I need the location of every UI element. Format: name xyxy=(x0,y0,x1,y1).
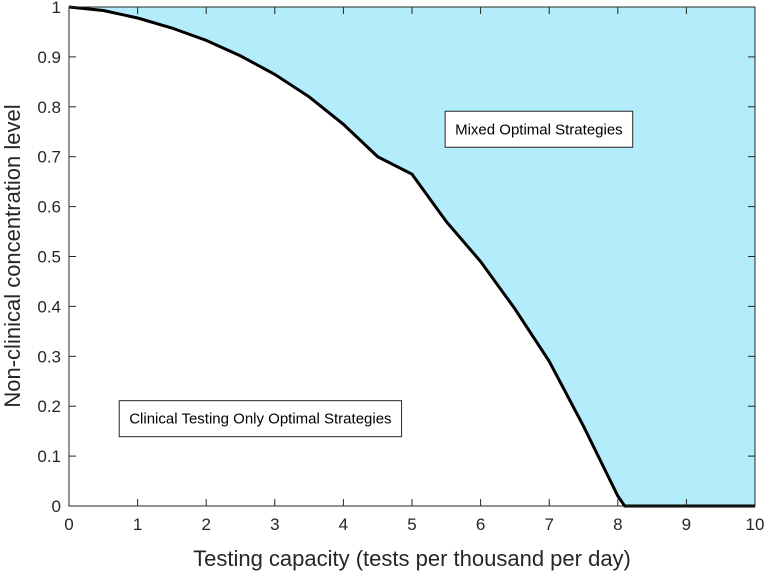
x-tick-label: 1 xyxy=(133,515,142,534)
x-axis-title: Testing capacity (tests per thousand per… xyxy=(193,546,631,571)
y-tick-label: 0.1 xyxy=(37,447,61,466)
x-tick-label: 9 xyxy=(682,515,691,534)
x-tick-label: 3 xyxy=(270,515,279,534)
y-tick-label: 0.2 xyxy=(37,397,61,416)
annotation-box: Mixed Optimal Strategies xyxy=(444,110,634,148)
y-axis-title: Non-clinical concentration level xyxy=(0,104,25,407)
x-tick-label: 2 xyxy=(201,515,210,534)
annotation-label: Mixed Optimal Strategies xyxy=(455,121,623,138)
x-axis-ticks: 0 1 2 3 4 5 6 7 8 9 10 xyxy=(64,7,764,534)
x-tick-label: 4 xyxy=(339,515,348,534)
y-tick-label: 0.9 xyxy=(37,48,61,67)
y-tick-label: 0.5 xyxy=(37,248,61,267)
x-tick-label: 0 xyxy=(64,515,73,534)
y-tick-label: 1 xyxy=(52,0,61,17)
annotations: Mixed Optimal Strategies Clinical Testing… xyxy=(118,110,634,438)
x-tick-label: 5 xyxy=(407,515,416,534)
y-axis-ticks: 0 0.1 0.2 0.3 0.4 0.5 0.6 0.7 0.8 0.9 1 xyxy=(37,0,755,516)
y-tick-label: 0.4 xyxy=(37,297,61,316)
y-tick-label: 0.6 xyxy=(37,198,61,217)
annotation-frame xyxy=(118,400,403,438)
y-tick-label: 0.3 xyxy=(37,347,61,366)
x-tick-label: 10 xyxy=(746,515,765,534)
y-tick-label: 0.8 xyxy=(37,98,61,117)
y-tick-label: 0 xyxy=(52,497,61,516)
annotation-label: Clinical Testing Only Optimal Strategies xyxy=(129,411,391,428)
y-tick-label: 0.7 xyxy=(37,148,61,167)
annotation-frame xyxy=(444,110,634,148)
x-tick-label: 6 xyxy=(476,515,485,534)
boundary-curve xyxy=(68,5,755,508)
annotation-box: Clinical Testing Only Optimal Strategies xyxy=(118,400,403,438)
x-tick-label: 8 xyxy=(613,515,622,534)
x-tick-label: 7 xyxy=(544,515,553,534)
